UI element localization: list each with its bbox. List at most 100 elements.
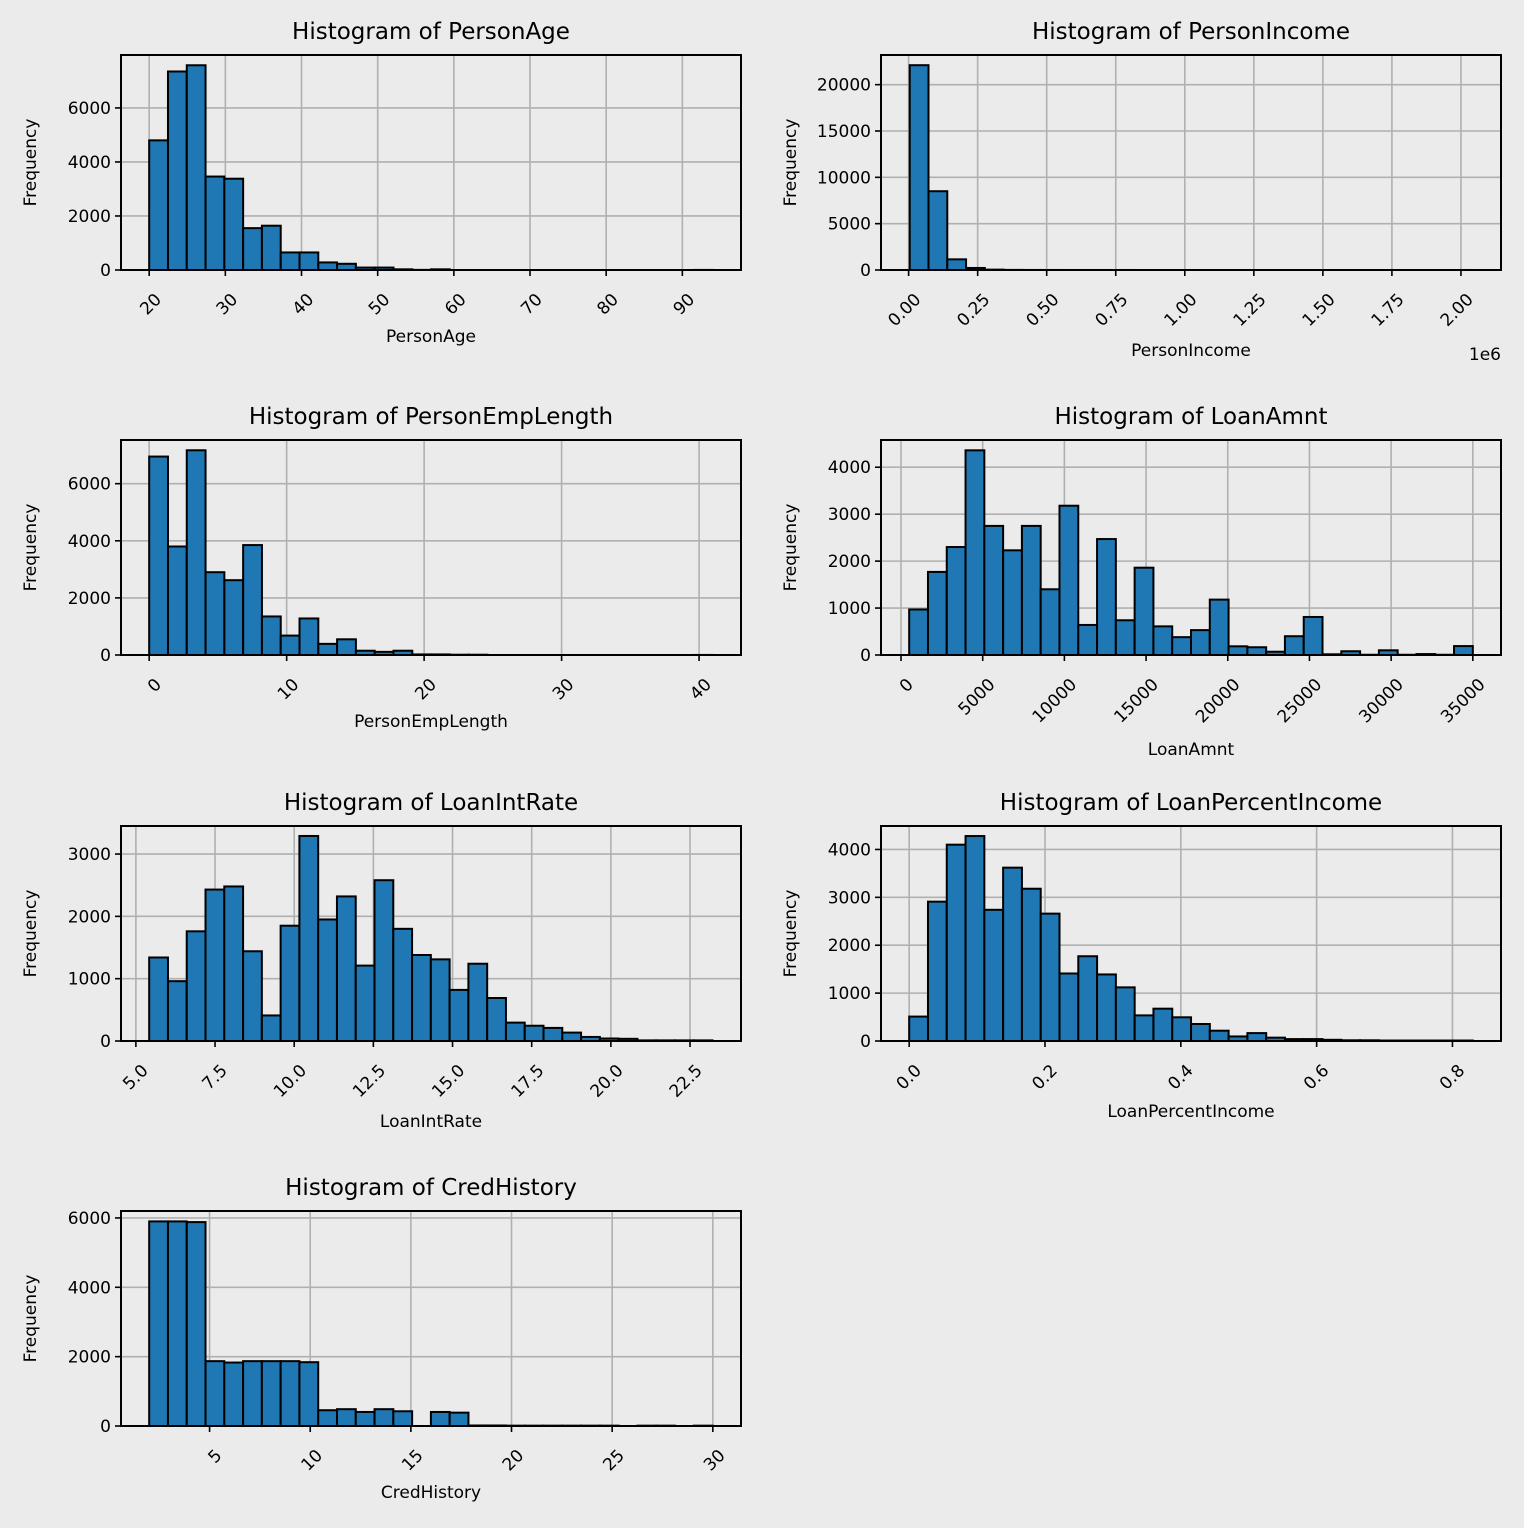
histogram-bar: [279, 251, 301, 271]
x-tick-label: 1.00: [1161, 290, 1202, 331]
histogram-bar: [1002, 549, 1023, 656]
chart-title: Histogram of CredHistory: [285, 1175, 577, 1201]
x-tick-label: 10: [274, 675, 303, 704]
histogram-bar: [1020, 887, 1042, 1042]
histogram-bar: [298, 834, 320, 1042]
x-tick-label: 5: [204, 1446, 226, 1468]
histogram-bar: [1039, 588, 1061, 657]
histogram-bar: [983, 908, 1005, 1042]
histogram-bar: [335, 1408, 357, 1427]
histogram-bar: [223, 1361, 245, 1427]
histogram-bar: [317, 918, 338, 1043]
x-tick-label: 10.0: [270, 1061, 311, 1102]
x-tick-label: 70: [517, 290, 546, 319]
x-tick-label: 30: [213, 290, 242, 319]
x-tick-label: 25: [599, 1446, 628, 1475]
histogram-bar: [1190, 1023, 1211, 1042]
histogram-bar: [166, 1220, 188, 1427]
x-tick-label: 60: [441, 290, 470, 319]
x-tick-label: 0.25: [953, 290, 994, 331]
histogram-bar: [1302, 615, 1324, 656]
histogram-bar: [1246, 646, 1268, 657]
histogram-bar: [279, 634, 301, 657]
y-tick-label: 3000: [68, 845, 111, 865]
x-tick-label: 12.5: [349, 1061, 390, 1102]
y-tick-label: 1000: [828, 599, 871, 619]
y-tick-label: 0: [100, 1032, 111, 1052]
y-axis-label: Frequency: [781, 119, 801, 207]
x-tick-label: 2.00: [1437, 290, 1478, 331]
histogram-bar: [185, 64, 207, 271]
y-tick-label: 3000: [828, 888, 871, 908]
x-axis-label: CredHistory: [381, 1483, 481, 1503]
y-tick-label: 4000: [828, 458, 871, 478]
x-axis-label: LoanIntRate: [380, 1112, 482, 1132]
histogram-bar: [1190, 629, 1211, 657]
y-tick-label: 15000: [817, 122, 871, 142]
histogram-bar: [1077, 623, 1099, 657]
x-tick-label: 15: [398, 1446, 427, 1475]
histogram-bar: [1002, 866, 1023, 1042]
x-tick-label: 0: [144, 675, 166, 697]
y-tick-label: 2000: [68, 1348, 111, 1368]
x-tick-label: 0.50: [1022, 290, 1063, 331]
y-tick-label: 10000: [817, 168, 871, 188]
axes-frame: [880, 439, 1502, 656]
histogram-bar: [1020, 524, 1042, 657]
y-tick-label: 6000: [68, 1209, 111, 1229]
chart-title: Histogram of PersonIncome: [1032, 19, 1350, 45]
x-axis-label: LoanAmnt: [1148, 740, 1235, 760]
histogram-bar: [148, 139, 169, 271]
histogram-bar: [983, 524, 1005, 657]
x-tick-label: 0.4: [1164, 1061, 1197, 1094]
axes-frame: [880, 825, 1502, 1042]
histogram-bar: [335, 895, 357, 1042]
histogram-bar: [223, 579, 245, 656]
histogram-bar: [166, 980, 188, 1042]
y-tick-label: 6000: [68, 475, 111, 495]
histogram-bar: [185, 930, 207, 1043]
histogram-bar: [298, 251, 320, 271]
x-tick-label: 1.75: [1368, 290, 1409, 331]
y-tick-label: 5000: [828, 215, 871, 235]
x-axis-label: PersonAge: [386, 327, 476, 347]
x-tick-label: 20: [499, 1446, 528, 1475]
y-axis-label: Frequency: [21, 890, 41, 978]
y-tick-label: 20000: [817, 76, 871, 96]
x-tick-label: 0.2: [1028, 1061, 1061, 1094]
x-tick-label: 20: [136, 290, 165, 319]
histogram-bar: [317, 1409, 338, 1428]
y-tick-label: 2000: [828, 552, 871, 572]
histogram-bar: [279, 1360, 301, 1427]
histogram-bar: [467, 962, 489, 1042]
histogram-panel: 0 1000 2000 3000 4000 0.0 0.2 0.4 0.6 0.8 Histogra…: [781, 790, 1502, 1122]
x-tick-label: 15.0: [428, 1061, 469, 1102]
histogram-panel: 0 2000 4000 6000 5 10 15 20 25 30 Histogram of Cre…: [21, 1175, 742, 1503]
y-tick-label: 0: [860, 646, 871, 666]
histogram-bar: [298, 617, 320, 657]
histogram-bar: [317, 261, 339, 272]
chart-title: Histogram of LoanAmnt: [1055, 404, 1328, 430]
histogram-bar: [1453, 645, 1474, 657]
histogram-bar: [336, 638, 357, 656]
histogram-bar: [486, 997, 507, 1042]
x-tick-label: 0: [896, 675, 918, 697]
x-axis-label: LoanPercentIncome: [1107, 1102, 1274, 1122]
histogram-bar: [260, 615, 282, 656]
histogram-panel: 0 5000 10000 15000 20000 0.00 0.25 0.50 0.75 1.00…: [781, 19, 1502, 365]
x-tick-label: 30: [549, 675, 578, 704]
x-tick-label: 20000: [1192, 675, 1244, 727]
histogram-bar: [373, 879, 395, 1043]
histogram-bar: [317, 642, 339, 657]
histogram-bar: [448, 1411, 470, 1427]
y-tick-label: 2000: [828, 936, 871, 956]
x-tick-label: 10: [297, 1446, 326, 1475]
y-tick-label: 1000: [828, 984, 871, 1004]
y-tick-label: 2000: [68, 907, 111, 927]
histogram-bar: [185, 1221, 207, 1428]
x-tick-label: 7.5: [198, 1061, 231, 1094]
histogram-bar: [260, 224, 282, 272]
histogram-bar: [148, 455, 169, 656]
axes-frame: [120, 439, 742, 656]
